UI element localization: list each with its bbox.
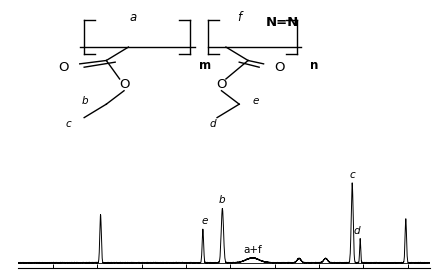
Text: a: a	[129, 11, 136, 24]
Text: b: b	[82, 96, 89, 106]
Text: b: b	[219, 195, 225, 205]
Text: m: m	[199, 59, 211, 72]
Text: O: O	[216, 78, 227, 91]
Text: c: c	[350, 170, 355, 180]
Text: d: d	[210, 119, 216, 129]
Text: f: f	[237, 11, 241, 24]
Text: d: d	[354, 225, 360, 235]
Text: c: c	[65, 119, 71, 129]
Text: N=N: N=N	[266, 15, 299, 28]
Text: O: O	[275, 61, 285, 74]
Text: e: e	[202, 216, 208, 226]
Text: n: n	[310, 59, 319, 72]
Text: O: O	[119, 78, 129, 91]
Text: e: e	[253, 96, 259, 106]
Text: O: O	[58, 61, 69, 74]
Text: a+f: a+f	[243, 245, 262, 255]
